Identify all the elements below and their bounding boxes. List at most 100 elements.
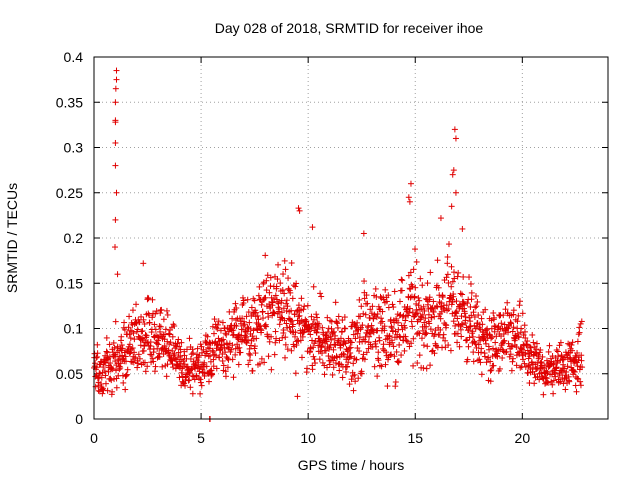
data-point [205, 378, 212, 385]
data-point [466, 323, 473, 330]
data-point [410, 335, 417, 342]
data-point [248, 342, 255, 349]
data-point [396, 298, 403, 305]
data-point [146, 312, 153, 319]
data-point [521, 360, 528, 367]
data-point [289, 295, 296, 302]
data-point [336, 367, 343, 374]
data-point [134, 364, 141, 371]
data-point [316, 338, 323, 345]
data-point [422, 315, 429, 322]
data-point [562, 372, 569, 379]
data-point [191, 376, 198, 383]
y-tick-label: 0.3 [64, 140, 84, 156]
data-point [233, 304, 240, 311]
data-point [443, 322, 450, 329]
data-point [277, 280, 284, 287]
data-point [130, 359, 137, 366]
data-point [398, 276, 405, 283]
data-point [158, 306, 165, 313]
data-point [375, 349, 382, 356]
data-point [132, 354, 139, 361]
data-point [296, 207, 303, 214]
data-point [413, 331, 420, 338]
data-point [224, 341, 231, 348]
data-point [530, 339, 537, 346]
data-point [472, 293, 479, 300]
data-point [281, 257, 288, 264]
data-point [494, 353, 501, 360]
data-point [531, 380, 538, 387]
data-point [500, 331, 507, 338]
data-point [159, 363, 166, 370]
data-point [507, 319, 514, 326]
data-point [438, 308, 445, 315]
data-point [219, 357, 226, 364]
data-point [228, 346, 235, 353]
data-point [515, 312, 522, 319]
data-point [540, 391, 547, 398]
data-point [478, 315, 485, 322]
data-point [104, 349, 111, 356]
data-point [130, 330, 137, 337]
data-point [377, 293, 384, 300]
data-point [189, 346, 196, 353]
data-point [107, 360, 114, 367]
data-point [282, 334, 289, 341]
data-point [229, 315, 236, 322]
data-point [255, 316, 262, 323]
data-point [340, 350, 347, 357]
data-point [350, 360, 357, 367]
data-point [513, 343, 520, 350]
data-point [401, 347, 408, 354]
data-point [155, 341, 162, 348]
data-point [272, 328, 279, 335]
data-point [368, 322, 375, 329]
data-point [474, 298, 481, 305]
data-point [487, 367, 494, 374]
data-point [372, 338, 379, 345]
data-point [111, 376, 118, 383]
data-point [334, 354, 341, 361]
data-point [126, 350, 133, 357]
data-point [410, 362, 417, 369]
data-point [219, 319, 226, 326]
data-point [232, 351, 239, 358]
data-point [131, 349, 138, 356]
data-point [459, 291, 466, 298]
data-point [210, 348, 217, 355]
data-point [504, 299, 511, 306]
data-point [256, 360, 263, 367]
data-point [244, 324, 251, 331]
data-point [393, 348, 400, 355]
data-point [363, 349, 370, 356]
data-point [346, 345, 353, 352]
data-point [361, 295, 368, 302]
data-point [487, 358, 494, 365]
data-point [288, 317, 295, 324]
data-point [455, 269, 462, 276]
data-point [246, 319, 253, 326]
data-point [181, 352, 188, 359]
data-point [245, 309, 252, 316]
data-point [486, 346, 493, 353]
data-point [288, 307, 295, 314]
data-point [288, 347, 295, 354]
data-point [407, 180, 414, 187]
data-point [116, 363, 123, 370]
data-point [458, 333, 465, 340]
data-point [147, 351, 154, 358]
data-point [242, 328, 249, 335]
y-tick-label: 0.15 [56, 275, 83, 291]
data-point [100, 364, 107, 371]
data-point [204, 333, 211, 340]
data-point [475, 341, 482, 348]
data-point [426, 320, 433, 327]
data-point [489, 345, 496, 352]
data-point [299, 333, 306, 340]
data-point [543, 375, 550, 382]
data-point [488, 367, 495, 374]
data-point [423, 323, 430, 330]
data-point [360, 230, 367, 237]
data-point [448, 203, 455, 210]
